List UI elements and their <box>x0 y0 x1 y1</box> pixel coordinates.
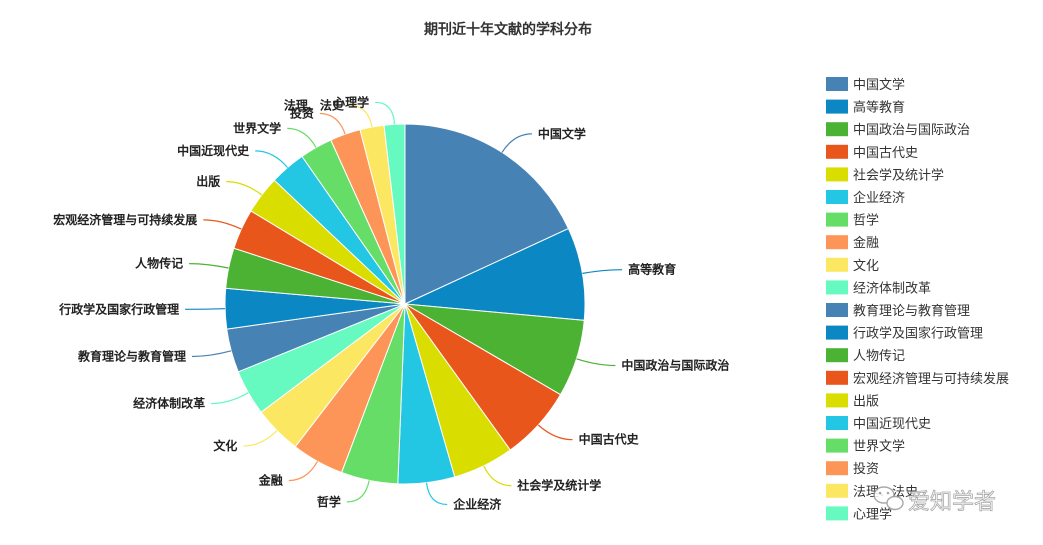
legend-item-label[interactable]: 金融 <box>853 235 879 251</box>
legend-swatch <box>826 77 848 91</box>
legend-item-label[interactable]: 哲学 <box>853 213 879 229</box>
legend-item-label[interactable]: 经济体制改革 <box>853 281 931 296</box>
watermark: 爱知学者 <box>873 486 996 515</box>
legend-item-label[interactable]: 文化 <box>853 259 879 274</box>
slice-label: 投资 <box>290 106 314 121</box>
slice-label: 中国古代史 <box>579 432 640 447</box>
legend-swatch <box>826 506 848 521</box>
leader-line <box>425 482 448 506</box>
slice-label: 高等教育 <box>628 262 676 277</box>
slice-label: 宏观经济管理与可持续发展 <box>53 212 197 227</box>
slice-label: 中国文学 <box>538 126 586 141</box>
legend-item-label[interactable]: 心理学 <box>853 506 892 522</box>
legend-swatch <box>826 212 848 227</box>
slice-label: 哲学 <box>317 494 341 509</box>
leader-lines <box>185 101 623 506</box>
watermark-text: 爱知学者 <box>908 490 996 515</box>
legend-item-label[interactable]: 中国古代史 <box>853 146 918 161</box>
legend-swatch <box>826 144 848 159</box>
leader-line <box>319 112 346 135</box>
slice-label: 金融 <box>258 473 283 488</box>
leader-line <box>288 461 319 482</box>
leader-line <box>483 465 512 487</box>
chart-title: 期刊近十年文献的学科分布 <box>424 21 592 38</box>
leader-line <box>255 150 289 168</box>
pie-slice[interactable] <box>404 123 570 305</box>
slice-label: 心理学 <box>333 94 369 109</box>
legend-item-label[interactable]: 高等教育 <box>853 100 905 116</box>
legend-swatch <box>826 190 848 204</box>
legend-item-label[interactable]: 投资 <box>853 461 879 477</box>
legend-item-label[interactable]: 企业经济 <box>853 190 905 206</box>
leader-line <box>346 480 370 503</box>
legend-swatch <box>826 257 848 272</box>
leader-line <box>226 181 263 196</box>
legend-item-label[interactable]: 世界文学 <box>853 439 905 455</box>
leader-line <box>501 133 532 153</box>
legend-swatch <box>826 438 848 453</box>
legend-item-label[interactable]: 中国文学 <box>853 77 905 93</box>
leader-line <box>243 430 278 447</box>
legend-item-label[interactable]: 出版 <box>853 394 879 409</box>
legend-swatch <box>826 483 848 498</box>
legend-item-label[interactable]: 行政学及国家行政管理 <box>853 326 983 342</box>
legend-item-label[interactable]: 宏观经济管理与可持续发展 <box>853 371 1009 387</box>
leader-line <box>287 127 317 148</box>
legend-swatch <box>826 99 848 114</box>
leader-line <box>582 269 623 274</box>
legend-item-label[interactable]: 中国政治与国际政治 <box>853 123 970 138</box>
leader-line <box>189 263 229 269</box>
legend-swatch <box>826 461 848 476</box>
leader-line <box>185 308 226 310</box>
slice-label: 社会学及统计学 <box>516 478 601 493</box>
legend-swatch <box>826 122 848 137</box>
legend-swatch <box>826 416 848 430</box>
legend-swatch <box>826 235 848 250</box>
slice-label: 人物传记 <box>135 256 183 271</box>
leader-line <box>211 392 249 405</box>
slice-label: 出版 <box>196 174 220 189</box>
legend-swatch <box>826 280 848 295</box>
leader-line <box>191 350 232 358</box>
legend-swatch <box>826 303 848 317</box>
legend-swatch <box>826 370 848 385</box>
slice-label: 中国近现代史 <box>177 143 250 158</box>
slice-label: 教育理论与教育管理 <box>77 349 186 364</box>
slice-label: 企业经济 <box>452 497 502 512</box>
legend-item-label[interactable]: 中国近现代史 <box>853 417 931 432</box>
slice-label: 行政学及国家行政管理 <box>58 301 179 316</box>
leader-line <box>349 104 373 128</box>
slice-label: 中国政治与国际政治 <box>621 358 729 373</box>
legend: 中国文学高等教育中国政治与国际政治中国古代史社会学及统计学企业经济哲学金融文化经… <box>826 77 1009 522</box>
leader-line <box>576 358 616 367</box>
legend-item-label[interactable]: 社会学及统计学 <box>853 167 944 183</box>
leader-line <box>537 424 573 441</box>
slice-label: 世界文学 <box>233 120 281 135</box>
pie-slices <box>224 123 586 485</box>
wechat-icon <box>873 486 904 511</box>
legend-item-label[interactable]: 教育理论与教育管理 <box>853 303 970 319</box>
leader-line <box>203 219 242 230</box>
slice-label: 法理、法史 <box>284 97 345 112</box>
slice-label: 文化 <box>213 438 237 453</box>
legend-item-label[interactable]: 人物传记 <box>853 349 905 364</box>
pie-slice[interactable] <box>403 227 586 321</box>
legend-swatch <box>826 348 848 363</box>
leader-line <box>375 101 396 125</box>
slice-label: 经济体制改革 <box>133 396 205 411</box>
legend-swatch <box>826 393 848 408</box>
legend-swatch <box>826 167 848 182</box>
legend-swatch <box>826 325 848 340</box>
pie-slice[interactable] <box>383 123 406 305</box>
